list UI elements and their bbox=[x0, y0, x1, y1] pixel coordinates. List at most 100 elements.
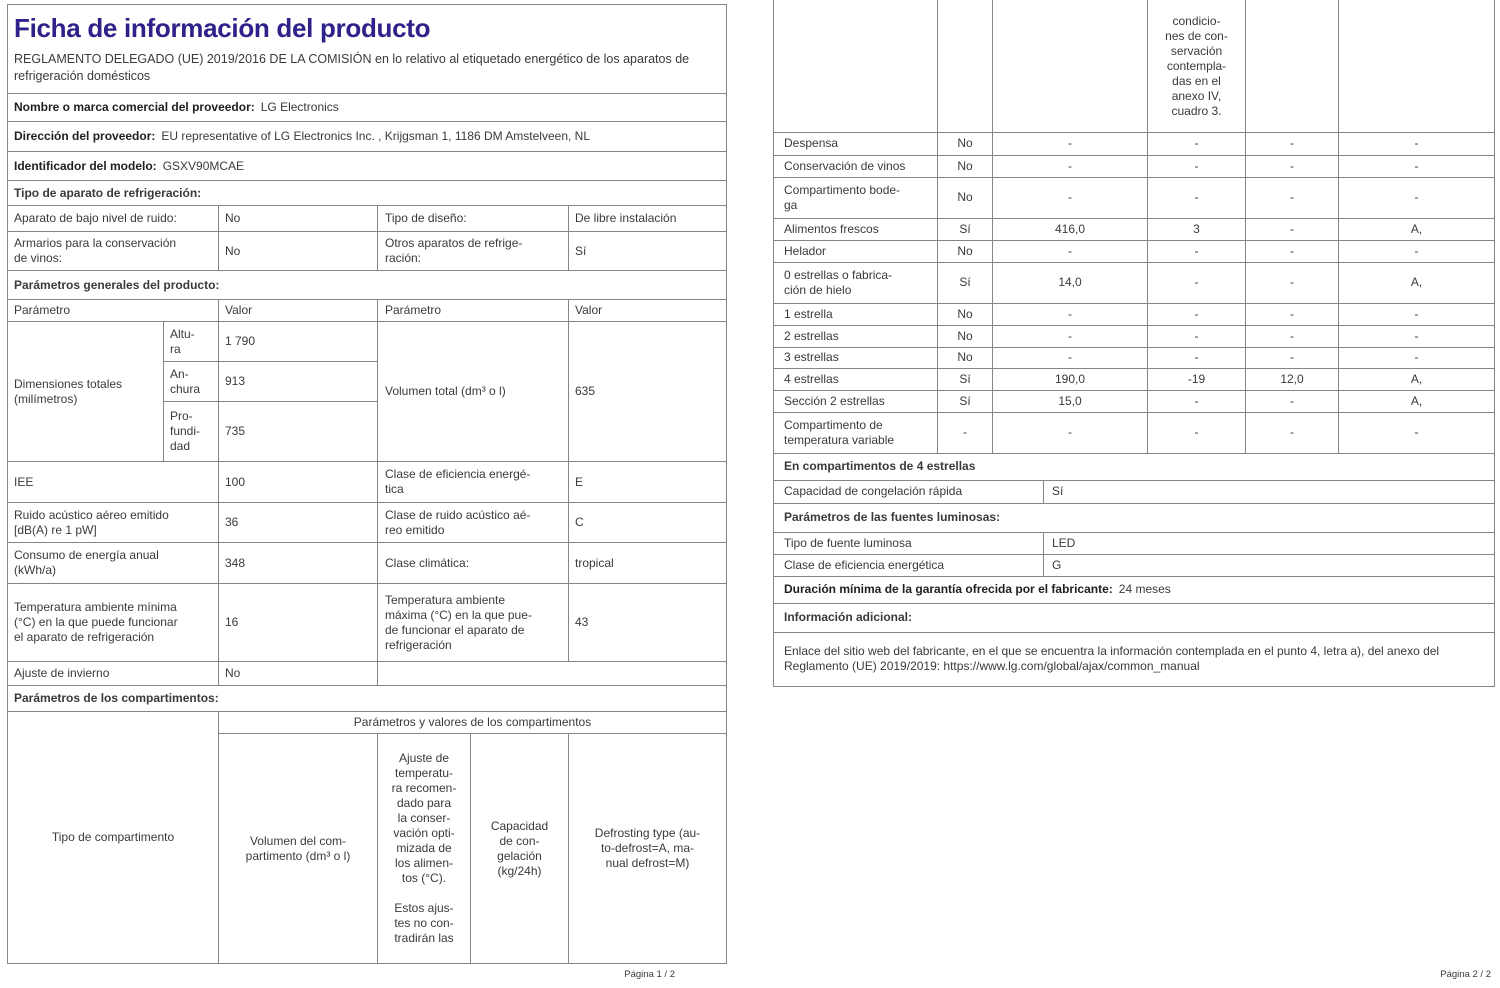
table-row: Clase de eficiencia energética G bbox=[773, 553, 1495, 577]
compartment-defrost-cell: - bbox=[1338, 324, 1495, 348]
param-label-cell: Clase de ruido acústico aé- reo emitido bbox=[377, 502, 569, 543]
empty-cell bbox=[992, 0, 1148, 133]
compartment-capacity-cell: - bbox=[1245, 131, 1339, 156]
compartment-capacity-cell: 12,0 bbox=[1245, 367, 1339, 391]
compartment-volume-cell: - bbox=[992, 131, 1148, 156]
table-row: Parámetros de los compartimentos: bbox=[7, 685, 727, 712]
table-row: Duración mínima de la garantía ofrecida … bbox=[773, 575, 1495, 604]
total-volume-value-cell: 635 bbox=[568, 321, 727, 462]
temperature-header-continuation-cell: condicio- nes de con- servación contempl… bbox=[1147, 0, 1246, 133]
table-row: Armarios para la conservación de vinos: … bbox=[7, 231, 727, 271]
param-label-cell: Clase climática: bbox=[377, 542, 569, 584]
dimensions-label-cell: Dimensiones totales (milímetros) bbox=[7, 321, 164, 462]
compartment-name-cell: Compartimento de temperatura variable bbox=[773, 411, 938, 454]
empty-cell bbox=[1245, 0, 1339, 133]
table-row: Capacidad de congelación rápida Sí bbox=[773, 479, 1495, 504]
param-label-cell: Tipo de diseño: bbox=[377, 205, 569, 232]
compartment-volume-cell: 15,0 bbox=[992, 389, 1148, 413]
param-label-cell: Aparato de bajo nivel de ruido: bbox=[7, 205, 219, 232]
table-row: condicio- nes de con- servación contempl… bbox=[773, 0, 1495, 133]
summary-table-page2: En compartimentos de 4 estrellas Capacid… bbox=[773, 452, 1495, 687]
title-block: Ficha de información del producto REGLAM… bbox=[7, 4, 727, 94]
compartment-temperature-cell: - bbox=[1147, 346, 1246, 369]
table-row: Parámetros de las fuentes luminosas: bbox=[773, 502, 1495, 533]
compartment-capacity-header-cell: Capacidad de con- gelación (kg/24h) bbox=[470, 733, 569, 964]
fast-freeze-value-cell: Sí bbox=[1043, 479, 1495, 504]
compartment-volume-cell: - bbox=[992, 346, 1148, 369]
compartment-present-cell: Sí bbox=[937, 389, 993, 413]
column-header-value: Valor bbox=[218, 299, 378, 322]
compartment-temperature-cell: - bbox=[1147, 324, 1246, 348]
compartment-volume-cell: - bbox=[992, 176, 1148, 219]
table-row: An- chura 913 bbox=[8, 361, 727, 402]
compartment-temperature-cell: - bbox=[1147, 176, 1246, 219]
table-row: Información adicional: bbox=[773, 602, 1495, 633]
param-value-cell: No bbox=[218, 205, 378, 232]
dimension-axis-cell: Altu- ra bbox=[163, 321, 219, 362]
table-row: Conservación de vinos No - - - - bbox=[773, 154, 1495, 178]
param-value-cell: 348 bbox=[218, 542, 378, 584]
compartment-present-cell: Sí bbox=[937, 367, 993, 391]
compartment-temperature-cell: - bbox=[1147, 131, 1246, 156]
table-row: Parámetro Valor Parámetro Valor bbox=[7, 299, 727, 322]
empty-cell bbox=[1338, 0, 1495, 133]
compartment-temperature-cell: -19 bbox=[1147, 367, 1246, 391]
product-fiche-table-page1: Ficha de información del producto REGLAM… bbox=[7, 4, 727, 964]
compartment-volume-cell: - bbox=[992, 239, 1148, 263]
page-number-footer-1: Página 1 / 2 bbox=[624, 969, 675, 980]
compartment-capacity-cell: - bbox=[1245, 411, 1339, 454]
compartment-capacity-cell: - bbox=[1245, 217, 1339, 241]
column-header-value: Valor bbox=[568, 299, 727, 322]
table-row: 2 estrellas No - - - - bbox=[773, 324, 1495, 348]
table-row: 1 estrella No - - - - bbox=[773, 302, 1495, 326]
column-header-parameter: Parámetro bbox=[377, 299, 569, 322]
table-row: Nombre o marca comercial del proveedor: L… bbox=[7, 93, 727, 122]
supplier-address-value: EU representative of LG Electronics Inc.… bbox=[161, 129, 591, 143]
table-row: Temperatura ambiente mínima (°C) en la q… bbox=[7, 583, 727, 662]
compartment-temperature-cell: 3 bbox=[1147, 217, 1246, 241]
compartment-present-cell: Sí bbox=[937, 261, 993, 304]
warranty-label: Duración mínima de la garantía ofrecida … bbox=[784, 582, 1113, 596]
compartment-temperature-cell: - bbox=[1147, 389, 1246, 413]
param-label-cell: Consumo de energía anual (kWh/a) bbox=[7, 542, 219, 584]
regulation-subtitle: REGLAMENTO DELEGADO (UE) 2019/2016 DE LA… bbox=[14, 52, 690, 83]
compartment-present-cell: No bbox=[937, 131, 993, 156]
table-row: 3 estrellas No - - - - bbox=[773, 346, 1495, 369]
supplier-name-cell: Nombre o marca comercial del proveedor: L… bbox=[7, 93, 727, 122]
table-row: Despensa No - - - - bbox=[773, 131, 1495, 156]
compartment-present-cell: No bbox=[937, 302, 993, 326]
param-label-cell: Clase de eficiencia energé- tica bbox=[377, 461, 569, 503]
warranty-value: 24 meses bbox=[1118, 582, 1171, 596]
section-header-type: Tipo de aparato de refrigeración: bbox=[7, 180, 727, 206]
table-row: En compartimentos de 4 estrellas bbox=[773, 452, 1495, 481]
compartment-defrost-cell: A, bbox=[1338, 261, 1495, 304]
compartment-defrost-header-cell: Defrosting type (au- to-defrost=A, ma- n… bbox=[568, 733, 727, 964]
compartment-defrost-cell: - bbox=[1338, 154, 1495, 178]
compartment-capacity-cell: - bbox=[1245, 176, 1339, 219]
compartment-defrost-cell: - bbox=[1338, 176, 1495, 219]
param-value-cell: E bbox=[568, 461, 727, 503]
param-value-cell: 43 bbox=[568, 583, 727, 662]
compartment-type-header-cell: Tipo de compartimento bbox=[7, 711, 219, 964]
compartment-defrost-cell: A, bbox=[1338, 217, 1495, 241]
param-value-cell: 36 bbox=[218, 502, 378, 543]
compartment-name-cell: 1 estrella bbox=[773, 302, 938, 326]
section-header-four-star: En compartimentos de 4 estrellas bbox=[773, 452, 1495, 481]
param-value-cell: Sí bbox=[568, 231, 727, 271]
param-label-cell: IEE bbox=[7, 461, 219, 503]
table-row: Aparato de bajo nivel de ruido: No Tipo … bbox=[7, 205, 727, 232]
light-efficiency-class-value-cell: G bbox=[1043, 553, 1495, 577]
table-row: Tipo de aparato de refrigeración: bbox=[7, 180, 727, 206]
param-value-cell: 16 bbox=[218, 583, 378, 662]
light-source-type-label-cell: Tipo de fuente luminosa bbox=[773, 531, 1044, 555]
compartment-name-cell: Conservación de vinos bbox=[773, 154, 938, 178]
table-row: Sección 2 estrellas Sí 15,0 - - A, bbox=[773, 389, 1495, 413]
compartment-capacity-cell: - bbox=[1245, 154, 1339, 178]
supplier-name-label: Nombre o marca comercial del proveedor: bbox=[14, 100, 255, 114]
param-label-cell: Ruido acústico aéreo emitido [dB(A) re 1… bbox=[7, 502, 219, 543]
compartment-defrost-cell: A, bbox=[1338, 367, 1495, 391]
empty-cell bbox=[937, 0, 993, 133]
compartment-present-cell: No bbox=[937, 324, 993, 348]
dimension-axis-cell: An- chura bbox=[163, 361, 219, 402]
compartment-volume-cell: 14,0 bbox=[992, 261, 1148, 304]
